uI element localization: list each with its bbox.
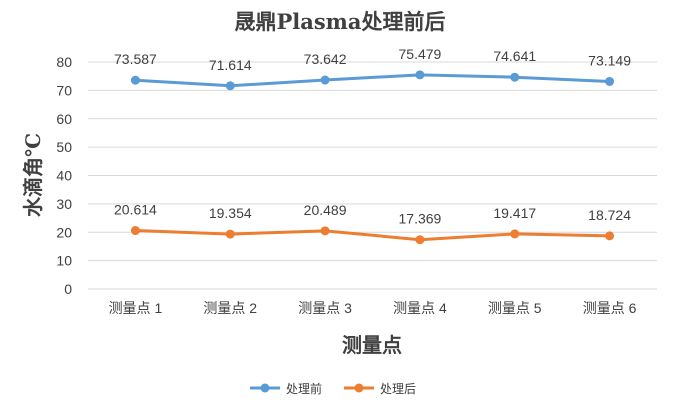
data-label: 71.614 xyxy=(209,57,252,73)
x-tick-label: 测量点 2 xyxy=(203,300,257,316)
data-point xyxy=(605,76,615,86)
data-label: 73.587 xyxy=(114,51,157,67)
data-point xyxy=(130,226,140,236)
y-tick-label: 50 xyxy=(56,139,72,155)
data-label: 19.417 xyxy=(493,205,536,221)
legend-item: 处理前 xyxy=(250,381,322,396)
chart-title: 晟鼎Plasma处理前后 xyxy=(234,9,445,34)
grid-lines xyxy=(88,61,657,290)
series-1: 73.587 71.614 73.642 75.479 74.641 73.149 xyxy=(114,46,631,91)
x-tick-label: 测量点 4 xyxy=(393,300,447,316)
data-label: 73.149 xyxy=(588,52,631,68)
data-label: 73.642 xyxy=(304,51,347,67)
data-label: 18.724 xyxy=(588,207,631,223)
y-tick-label: 70 xyxy=(56,82,72,98)
data-label: 74.641 xyxy=(493,48,536,64)
data-point xyxy=(605,231,615,241)
data-label: 20.489 xyxy=(304,202,347,218)
x-tick-label: 测量点 6 xyxy=(583,300,637,316)
data-point xyxy=(320,226,330,236)
data-point xyxy=(225,81,235,91)
data-point xyxy=(225,229,235,239)
data-point xyxy=(415,70,425,80)
data-label: 20.614 xyxy=(114,202,157,218)
legend-swatch-marker xyxy=(354,383,364,393)
series-layer: 73.587 71.614 73.642 75.479 74.641 73.149 20.6… xyxy=(114,46,631,245)
x-axis-ticks: 测量点 1 测量点 2 测量点 3 测量点 4 测量点 5 测量点 6 xyxy=(109,300,637,316)
y-tick-label: 80 xyxy=(56,54,72,70)
x-tick-label: 测量点 5 xyxy=(488,300,542,316)
data-label: 19.354 xyxy=(209,205,252,221)
y-axis-ticks: 0 10 20 30 40 50 60 70 80 xyxy=(56,54,72,297)
legend-label: 处理后 xyxy=(380,382,416,396)
data-point xyxy=(415,235,425,245)
legend-label: 处理前 xyxy=(286,381,322,396)
series-line xyxy=(133,229,612,242)
series-line xyxy=(133,73,612,88)
legend-swatch-marker xyxy=(260,383,270,393)
y-tick-label: 0 xyxy=(64,281,72,297)
y-axis-title: 水滴角℃ xyxy=(21,133,45,217)
series-2: 20.614 19.354 20.489 17.369 19.417 18.724 xyxy=(114,202,631,245)
y-tick-label: 10 xyxy=(56,253,72,269)
y-tick-label: 20 xyxy=(56,224,72,240)
data-point xyxy=(510,229,520,239)
data-point xyxy=(320,75,330,85)
data-point xyxy=(130,75,140,85)
x-tick-label: 测量点 3 xyxy=(298,300,352,316)
x-tick-label: 测量点 1 xyxy=(109,300,163,316)
y-tick-label: 30 xyxy=(56,196,72,212)
x-axis-title: 测量点 xyxy=(342,333,402,357)
data-label: 75.479 xyxy=(399,46,442,62)
data-label: 17.369 xyxy=(399,211,442,227)
y-tick-label: 60 xyxy=(56,111,72,127)
data-point xyxy=(510,72,520,82)
legend-item: 处理后 xyxy=(344,382,416,396)
legend: 处理前 处理后 xyxy=(250,381,416,396)
y-tick-label: 40 xyxy=(56,168,72,184)
